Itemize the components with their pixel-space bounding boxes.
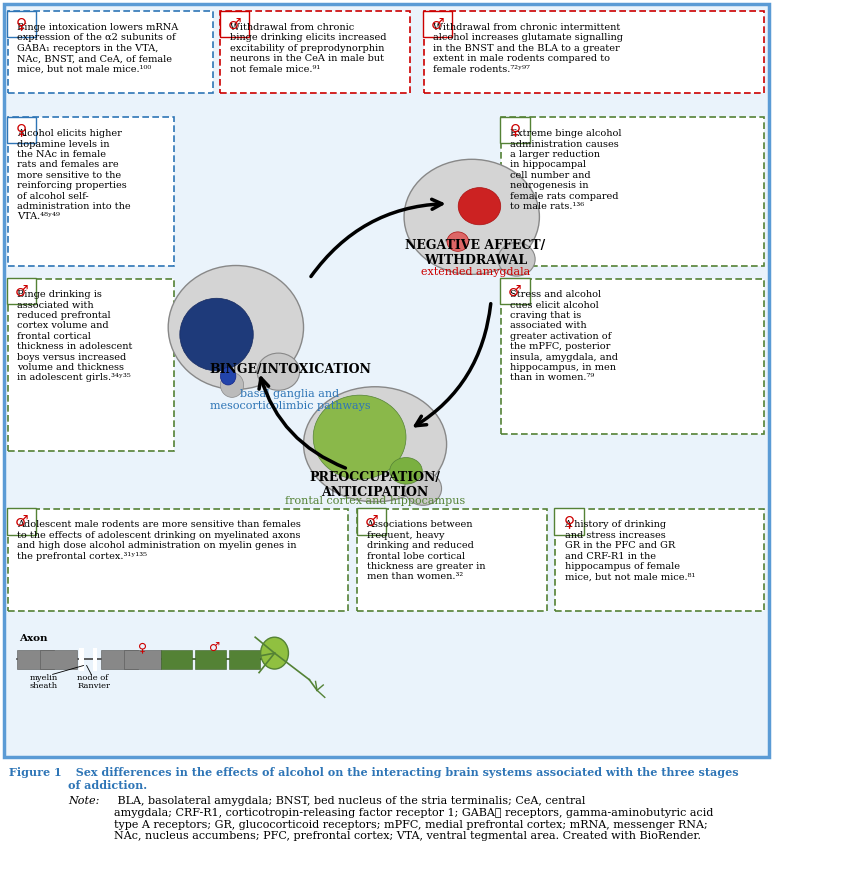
Ellipse shape [221,373,244,397]
Ellipse shape [404,472,442,505]
FancyBboxPatch shape [501,279,764,434]
Ellipse shape [313,395,406,480]
FancyBboxPatch shape [4,4,770,757]
Text: Note:: Note: [68,796,100,806]
Text: Associations between
frequent, heavy
drinking and reduced
frontal lobe cortical
: Associations between frequent, heavy dri… [366,520,485,581]
Text: ♂: ♂ [508,284,522,298]
Ellipse shape [180,298,253,371]
FancyBboxPatch shape [7,117,36,143]
FancyBboxPatch shape [555,509,764,611]
Ellipse shape [390,458,422,484]
Text: Alcohol elicits higher
dopamine levels in
the NAc in female
rats and females are: Alcohol elicits higher dopamine levels i… [17,129,130,221]
FancyBboxPatch shape [501,117,764,266]
FancyBboxPatch shape [17,650,54,669]
FancyBboxPatch shape [423,11,453,37]
Text: NEGATIVE AFFECT/
WITHDRAWAL: NEGATIVE AFFECT/ WITHDRAWAL [405,239,546,267]
Text: ♀: ♀ [563,514,574,528]
Text: Axon: Axon [19,635,48,643]
FancyBboxPatch shape [93,648,97,671]
FancyBboxPatch shape [7,278,36,304]
Circle shape [221,367,236,385]
Ellipse shape [459,188,501,225]
Ellipse shape [447,232,469,251]
Ellipse shape [257,353,299,390]
Text: Adolescent male rodents are more sensitive than females
to the effects of adoles: Adolescent male rodents are more sensiti… [17,520,301,560]
Text: A history of drinking
and stress increases
GR in the PFC and GR
and CRF-R1 in th: A history of drinking and stress increas… [564,520,695,581]
Text: ♀: ♀ [16,17,27,31]
FancyBboxPatch shape [500,278,530,304]
FancyBboxPatch shape [356,508,386,535]
FancyBboxPatch shape [424,11,764,93]
Text: ♀: ♀ [138,642,146,654]
Text: Stress and alcohol
cues elicit alcohol
craving that is
associated with
greater a: Stress and alcohol cues elicit alcohol c… [510,290,618,382]
Text: Binge drinking is
associated with
reduced prefrontal
cortex volume and
frontal c: Binge drinking is associated with reduce… [17,290,132,382]
Text: ♀: ♀ [16,123,27,137]
Text: BINGE/INTOXICATION: BINGE/INTOXICATION [209,363,371,376]
Text: frontal cortex and hippocampus: frontal cortex and hippocampus [285,496,465,505]
FancyBboxPatch shape [195,650,226,669]
Text: BLA, basolateral amygdala; BNST, bed nucleus of the stria terminalis; CeA, centr: BLA, basolateral amygdala; BNST, bed nuc… [114,796,714,842]
FancyBboxPatch shape [7,508,36,535]
FancyBboxPatch shape [161,650,192,669]
FancyBboxPatch shape [229,650,260,669]
FancyBboxPatch shape [101,650,138,669]
FancyBboxPatch shape [554,508,584,535]
Text: myelin: myelin [30,674,58,682]
Text: Withdrawal from chronic intermittent
alcohol increases glutamate signalling
in t: Withdrawal from chronic intermittent alc… [433,23,623,73]
Ellipse shape [168,266,304,389]
FancyBboxPatch shape [79,648,84,671]
Text: Sex differences in the effects of alcohol on the interacting brain systems assoc: Sex differences in the effects of alcoho… [68,767,739,791]
Ellipse shape [404,159,540,274]
Text: sheath: sheath [30,682,58,690]
Text: Binge intoxication lowers mRNA
expression of the α2 subunits of
GABA₁ receptors : Binge intoxication lowers mRNA expressio… [17,23,179,73]
FancyBboxPatch shape [500,117,530,143]
FancyBboxPatch shape [7,11,36,37]
Text: Extreme binge alcohol
administration causes
a larger reduction
in hippocampal
ce: Extreme binge alcohol administration cau… [510,129,622,211]
FancyBboxPatch shape [220,11,249,37]
Text: ♂: ♂ [365,514,378,528]
Text: Figure 1: Figure 1 [9,767,62,778]
Text: node of: node of [77,674,108,682]
Text: Withdrawal from chronic
binge drinking elicits increased
excitability of preprod: Withdrawal from chronic binge drinking e… [229,23,386,73]
FancyBboxPatch shape [357,509,547,611]
FancyBboxPatch shape [8,117,174,266]
Text: PREOCCUPATION/
ANTICIPATION: PREOCCUPATION/ ANTICIPATION [310,471,441,499]
Text: ♂: ♂ [431,17,444,31]
FancyBboxPatch shape [124,650,161,669]
Ellipse shape [498,242,536,276]
Text: ♂: ♂ [209,642,220,654]
Text: ♂: ♂ [15,284,29,298]
FancyBboxPatch shape [8,11,212,93]
Text: Ranvier: Ranvier [77,682,110,690]
FancyBboxPatch shape [41,650,77,669]
Text: ♂: ♂ [228,17,241,31]
Ellipse shape [304,387,447,502]
FancyBboxPatch shape [8,509,348,611]
Circle shape [261,637,288,669]
Text: ♂: ♂ [15,514,29,528]
FancyBboxPatch shape [221,11,409,93]
Text: ♀: ♀ [509,123,520,137]
Text: basal ganglia and
mesocorticolimbic pathways: basal ganglia and mesocorticolimbic path… [210,389,371,411]
Text: extended amygdala: extended amygdala [421,267,530,277]
FancyBboxPatch shape [8,279,174,451]
